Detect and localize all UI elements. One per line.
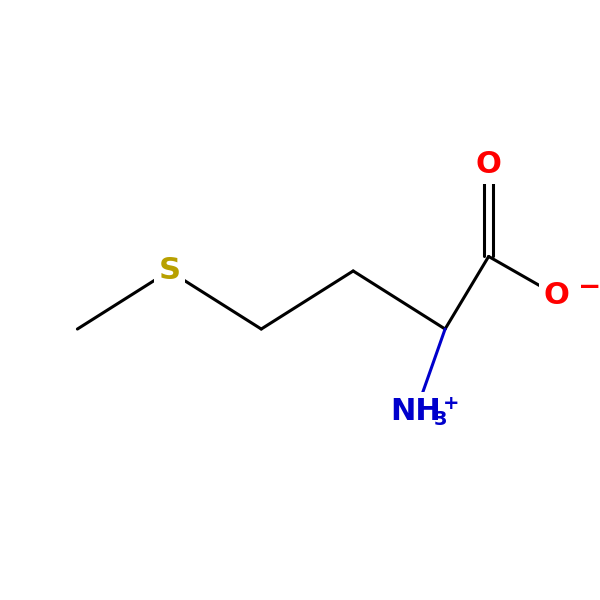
Text: −: −	[578, 274, 600, 301]
Text: S: S	[158, 256, 181, 286]
Text: O: O	[544, 281, 569, 310]
Text: +: +	[443, 394, 460, 413]
Text: O: O	[476, 150, 502, 179]
Text: NH: NH	[391, 397, 442, 426]
Text: 3: 3	[433, 410, 447, 428]
